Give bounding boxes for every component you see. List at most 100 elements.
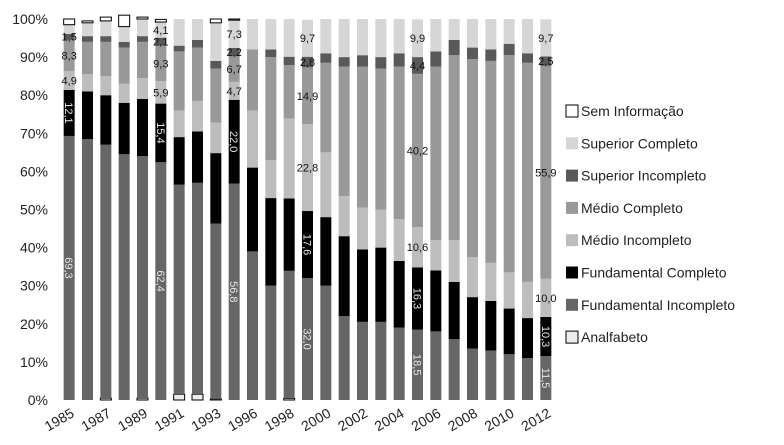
bar-segment xyxy=(393,53,405,67)
bar-segment xyxy=(522,281,533,319)
bar-segment xyxy=(503,308,515,355)
bar-segment xyxy=(485,19,497,50)
legend-swatch xyxy=(565,104,579,118)
data-label: 10,3 xyxy=(539,326,551,347)
bar-segment xyxy=(154,18,167,23)
bar-segment xyxy=(265,57,277,160)
bar-segment xyxy=(338,19,350,58)
bar-segment xyxy=(82,91,93,140)
bar-segment xyxy=(100,41,112,77)
bar-segment xyxy=(100,20,112,37)
bar-segment xyxy=(430,331,442,400)
bar-segment xyxy=(192,131,203,183)
bar-segment xyxy=(540,356,552,400)
y-tick-label: 60% xyxy=(20,163,48,179)
bar-segment xyxy=(136,397,149,401)
bar-segment xyxy=(173,45,185,52)
data-label: 12,1 xyxy=(62,102,74,123)
bar-segment xyxy=(393,219,405,261)
bar-segment xyxy=(503,354,515,400)
bar-segment xyxy=(228,18,241,21)
bar-segment xyxy=(118,41,130,48)
bar-segment xyxy=(210,122,222,154)
y-tick-label: 30% xyxy=(20,278,48,294)
bar-segment xyxy=(412,227,423,268)
bar-segment xyxy=(265,198,277,286)
bar-segment xyxy=(210,60,222,69)
bar-segment xyxy=(485,262,497,301)
bar-segment xyxy=(137,19,148,37)
bar-segment xyxy=(283,19,295,57)
legend-swatch xyxy=(566,234,578,247)
x-tick-label: 1989 xyxy=(115,405,150,435)
bar-segment xyxy=(173,184,185,395)
bar-segment xyxy=(357,321,368,400)
bar-segment xyxy=(393,19,405,54)
legend-swatch xyxy=(566,169,578,182)
bar-segment xyxy=(137,41,148,79)
bar-segment xyxy=(467,297,478,349)
bar-segment xyxy=(228,47,240,57)
bar-segment xyxy=(100,95,112,145)
bar-segment xyxy=(191,393,204,401)
bar-segment xyxy=(485,350,497,400)
y-tick-label: 90% xyxy=(20,49,48,65)
y-tick-label: 0% xyxy=(28,392,48,408)
bar-segment xyxy=(137,99,148,157)
legend-label: Analfabeto xyxy=(581,329,648,345)
bar-segment xyxy=(320,217,332,286)
y-tick-label: 40% xyxy=(20,240,48,256)
data-label: 22,8 xyxy=(297,163,318,175)
bar-segment xyxy=(228,81,240,100)
legend-swatch xyxy=(565,330,579,344)
bar-segment xyxy=(82,139,93,400)
bar-segment xyxy=(155,162,167,400)
bar-segment xyxy=(320,285,332,400)
bar-segment xyxy=(265,285,277,400)
bar-segment xyxy=(357,19,368,56)
bar-segment xyxy=(155,22,167,38)
bar-segment xyxy=(247,110,258,168)
bar-segment xyxy=(63,89,75,136)
bar-segment xyxy=(357,249,368,322)
bar-segment xyxy=(375,57,387,69)
data-label: 7,3 xyxy=(227,29,242,41)
legend-label: Sem Informação xyxy=(581,103,684,119)
x-tick-label: 1996 xyxy=(225,405,260,435)
bar-segment xyxy=(192,39,203,48)
data-label: 9,7 xyxy=(538,33,553,45)
data-label: 4,4 xyxy=(410,60,425,72)
bar-segment xyxy=(63,18,76,26)
bar-segment xyxy=(283,118,295,199)
bar-segment xyxy=(99,397,112,401)
bar-segment xyxy=(448,19,460,40)
x-tick-label: 1985 xyxy=(42,405,77,435)
bar-segment xyxy=(283,198,295,271)
legend-swatch xyxy=(566,201,578,214)
bar-segment xyxy=(63,39,75,72)
bar-segment xyxy=(82,74,93,92)
bar-segment xyxy=(338,57,350,67)
data-label: 62,4 xyxy=(154,270,166,291)
bar-segment xyxy=(412,329,423,400)
legend-swatch xyxy=(566,298,578,311)
data-label: 10,6 xyxy=(407,242,428,254)
data-label: 22,0 xyxy=(227,131,239,152)
bar-segment xyxy=(375,19,387,58)
bar-segment xyxy=(118,14,131,28)
bar-segment xyxy=(100,36,112,42)
data-label: 40,2 xyxy=(407,145,428,157)
bar-segment xyxy=(522,19,533,54)
bar-segment xyxy=(338,196,350,237)
legend-label: Médio Incompleto xyxy=(581,232,692,248)
data-label: 16,3 xyxy=(411,288,423,309)
bar-segment xyxy=(430,239,442,271)
data-label: 18,5 xyxy=(411,354,423,375)
bar-segment xyxy=(265,49,277,58)
bar-segment xyxy=(338,236,350,317)
legend-label: Fundamental Incompleto xyxy=(581,297,735,313)
bar-segment xyxy=(82,36,93,42)
data-label: 5,9 xyxy=(153,87,168,99)
data-label: 15,4 xyxy=(154,122,166,143)
